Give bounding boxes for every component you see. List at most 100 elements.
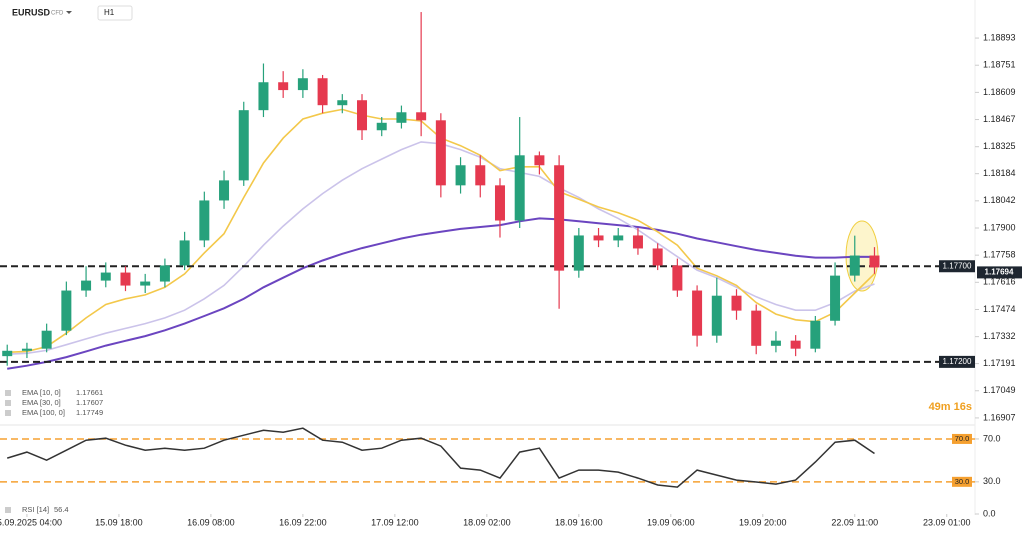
x-tick-label: 17.09 12:00 [371,517,419,527]
candle-body [849,255,860,276]
candle-body [652,248,663,266]
x-tick-label: 15.09 18:00 [95,517,143,527]
countdown: 49m 16s [929,401,972,413]
y-tick-label: 30.0 [983,476,1001,486]
candle-body [278,82,289,91]
candle-body [258,82,269,111]
y-tick-label: 1.17474 [983,304,1016,314]
y-tick-label: 1.18609 [983,87,1016,97]
y-tick-label: 1.17616 [983,277,1016,287]
y-tick-label: 1.16907 [983,412,1016,422]
legend-name: EMA [100, 0] [22,408,65,417]
candle-body [613,235,624,241]
x-tick-label: 18.09 16:00 [555,517,603,527]
y-tick-label: 1.17900 [983,222,1016,232]
y-tick-label: 1.18467 [983,114,1016,124]
candle-body [751,310,762,346]
symbol[interactable]: EURUSD [12,7,51,17]
candle-body [869,255,880,268]
x-tick-label: 15.09.2025 04:00 [0,517,62,527]
candle-body [100,272,111,281]
level-label: 1.17700 [943,261,972,270]
candle-body [711,295,722,336]
candle-body [376,122,387,131]
x-tick-label: 16.09 22:00 [279,517,327,527]
candle-body [573,235,584,271]
candle-body [514,155,525,221]
level-label-box [939,260,975,273]
candle-body [810,320,821,349]
x-tick-label: 19.09 20:00 [739,517,787,527]
candle-body [731,295,742,311]
candle-body [120,272,131,286]
candle-body [61,290,72,331]
candle-body [830,275,841,321]
candle-body [297,78,308,91]
candle-body [475,165,486,186]
x-tick-label: 18.09 02:00 [463,517,511,527]
rsi-line [6,427,875,488]
candle-body [238,110,249,181]
symbol-dropdown[interactable] [66,11,72,14]
level-label: 1.17200 [943,357,972,366]
legend-value: 1.17749 [76,408,103,417]
rsi-level-label: 30.0 [955,477,970,486]
legend-name: EMA [10, 0] [22,388,61,397]
candle-body [337,100,348,106]
candle-body [554,165,565,271]
legend-icon [5,507,11,513]
y-tick-label: 1.18042 [983,195,1016,205]
x-tick-label: 16.09 08:00 [187,517,235,527]
candle-body [692,290,703,336]
candle-body [357,100,368,131]
candle-body [2,350,13,357]
rsi-level-box [952,433,972,444]
candle-body [672,265,683,291]
rsi-level-label: 70.0 [955,434,970,443]
candle-body [396,112,407,123]
y-tick-label: 1.17191 [983,358,1016,368]
rsi-level-box [952,476,972,487]
candle-body [435,120,446,186]
y-tick-label: 1.18184 [983,168,1016,178]
y-tick-label: 70.0 [983,433,1001,443]
instrument-type: CFD [51,11,64,17]
y-tick-label: 1.17758 [983,250,1016,260]
level-label-box [939,355,975,368]
y-tick-label: 1.18325 [983,141,1016,151]
y-tick-label: 0.0 [983,508,996,518]
candle-body [790,340,801,349]
price-box [977,266,1022,279]
current-price: 1.17694 [985,268,1014,277]
x-tick-label: 23.09 01:00 [923,517,971,527]
candle-body [81,280,92,291]
candle-body [416,112,427,121]
timeframe-button[interactable] [97,5,133,21]
legend-name: EMA [30, 0] [22,398,61,407]
candle-body [199,200,210,241]
candle-body [534,155,545,166]
candle-body [455,165,466,186]
y-tick-label: 1.17332 [983,331,1016,341]
y-tick-label: 1.18893 [983,32,1016,42]
y-tick-label: 1.18751 [983,60,1016,70]
y-tick-label: 1.17049 [983,385,1016,395]
legend-name: RSI [14] [22,505,49,514]
x-tick-label: 19.09 06:00 [647,517,695,527]
legend-icon [5,400,11,406]
ema-line [7,217,875,370]
x-tick-label: 22.09 11:00 [831,517,878,527]
candle-body [632,235,643,249]
candle-body [494,185,505,221]
legend-icon [5,390,11,396]
legend-value: 1.17661 [76,388,103,397]
candle-body [179,240,190,266]
legend-value: 1.17607 [76,398,103,407]
candle-body [317,78,328,106]
timeframe[interactable]: H1 [104,8,115,17]
candle-body [770,340,781,346]
candle-body [140,281,151,286]
candle-body [159,265,170,282]
legend-value: 56.4 [54,505,69,514]
